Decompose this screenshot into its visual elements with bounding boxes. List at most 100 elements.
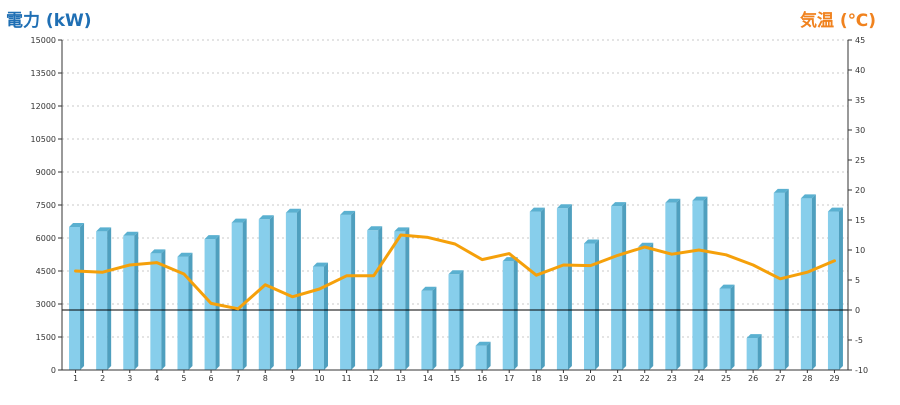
bar: [611, 206, 623, 370]
bar: [312, 266, 324, 370]
bar-side: [296, 208, 301, 370]
left-tick-label: 10500: [31, 135, 56, 144]
bar-top: [312, 262, 328, 267]
bar: [475, 345, 487, 370]
bar: [69, 227, 81, 370]
right-tick-label: 10: [855, 246, 865, 255]
left-tick-label: 13500: [31, 69, 56, 78]
bar: [150, 253, 162, 370]
bar-top: [340, 210, 356, 215]
bar-side: [107, 227, 112, 370]
bar-side: [323, 262, 328, 370]
bar-top: [150, 249, 166, 254]
bar: [258, 219, 270, 370]
bar-top: [556, 204, 572, 209]
x-tick-label: 18: [531, 374, 541, 383]
x-tick-label: 3: [127, 374, 132, 383]
right-tick-label: 30: [855, 126, 865, 135]
left-tick-label: 4500: [36, 267, 56, 276]
bar-top: [611, 202, 627, 207]
x-tick-label: 11: [341, 374, 351, 383]
bar-top: [746, 334, 762, 339]
bar-side: [730, 284, 735, 370]
bar: [773, 192, 785, 370]
bar-side: [378, 226, 383, 370]
bar-side: [567, 204, 572, 370]
bar-top: [285, 208, 301, 213]
bar-side: [215, 235, 220, 370]
bar-top: [638, 242, 654, 247]
left-tick-label: 3000: [36, 300, 56, 309]
bar: [800, 198, 812, 370]
bar: [638, 246, 650, 370]
bar-side: [134, 231, 139, 370]
bar-top: [69, 223, 85, 227]
bar: [448, 274, 460, 370]
x-tick-label: 27: [775, 374, 785, 383]
left-axis-title: 電力 (kW): [6, 11, 92, 31]
left-tick-label: 1500: [36, 333, 56, 342]
bar: [96, 231, 108, 370]
bar-top: [123, 231, 139, 236]
bar-top: [773, 188, 789, 193]
bar-side: [595, 239, 600, 370]
bar: [665, 202, 677, 370]
bar-top: [800, 194, 816, 199]
x-tick-label: 19: [558, 374, 568, 383]
x-tick-label: 9: [290, 374, 295, 383]
x-tick-label: 16: [477, 374, 487, 383]
bar-side: [269, 215, 274, 370]
bar-side: [757, 334, 762, 370]
x-tick-label: 28: [802, 374, 812, 383]
right-axis-title: 気温 (℃): [799, 11, 876, 31]
bar-top: [475, 341, 491, 346]
bar: [584, 243, 596, 370]
x-tick-label: 2: [100, 374, 105, 383]
bar-side: [703, 196, 708, 370]
bar-side: [811, 194, 816, 370]
bar: [502, 261, 514, 370]
bar: [529, 211, 541, 370]
x-tick-label: 13: [396, 374, 406, 383]
bar-top: [529, 207, 545, 212]
bar-side: [838, 207, 843, 370]
bar: [340, 214, 352, 370]
x-tick-label: 15: [450, 374, 460, 383]
bar-side: [432, 286, 437, 370]
bar-side: [540, 207, 545, 370]
bar-side: [513, 257, 518, 370]
left-tick-label: 6000: [36, 234, 56, 243]
temperature-line: [74, 233, 836, 311]
bar-top: [177, 252, 193, 257]
bar-top: [96, 227, 112, 232]
x-tick-label: 8: [263, 374, 268, 383]
left-tick-label: 7500: [36, 201, 56, 210]
right-tick-label: 5: [855, 276, 860, 285]
left-tick-label: 15000: [31, 36, 56, 45]
bar-top: [665, 198, 681, 203]
bar-top: [692, 196, 708, 201]
right-tick-label: -5: [855, 336, 863, 345]
bar-side: [351, 210, 356, 370]
bar-side: [459, 270, 464, 370]
bar-side: [649, 242, 654, 370]
right-tick-label: 45: [855, 36, 865, 45]
x-tick-label: 7: [236, 374, 241, 383]
right-tick-label: 20: [855, 186, 865, 195]
right-tick-label: 40: [855, 66, 865, 75]
bar: [719, 288, 731, 370]
bar-side: [486, 341, 491, 370]
left-tick-label: 0: [51, 366, 56, 375]
x-tick-label: 22: [640, 374, 650, 383]
bar-top: [204, 235, 220, 240]
bar: [692, 200, 704, 370]
x-tick-label: 6: [209, 374, 214, 383]
bar-top: [367, 226, 383, 231]
bar: [367, 230, 379, 370]
bar: [231, 222, 243, 370]
x-tick-label: 12: [369, 374, 379, 383]
right-tick-label: 15: [855, 216, 865, 225]
x-tick-label: 4: [154, 374, 159, 383]
bar: [285, 212, 297, 370]
